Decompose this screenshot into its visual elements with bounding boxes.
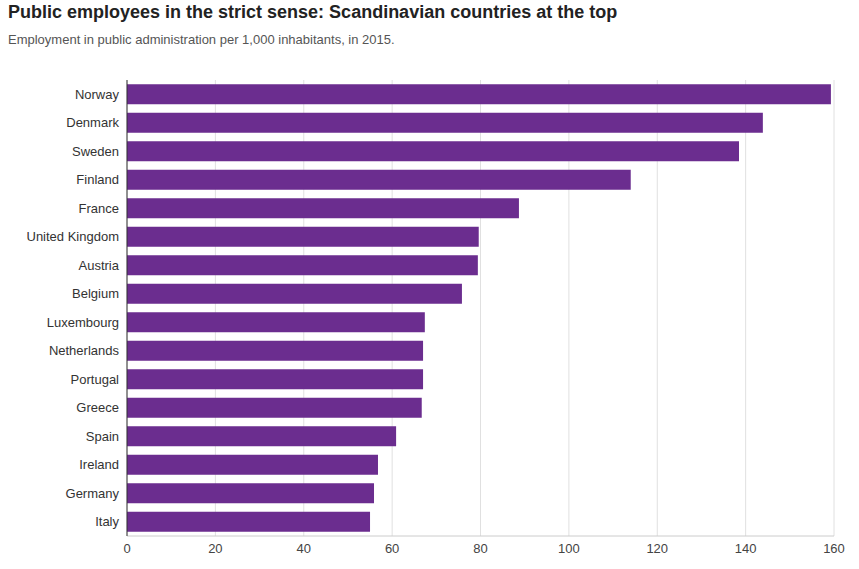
svg-text:Netherlands: Netherlands: [49, 343, 120, 358]
svg-text:Luxembourg: Luxembourg: [47, 315, 119, 330]
svg-text:100: 100: [558, 541, 580, 556]
svg-text:120: 120: [646, 541, 668, 556]
svg-text:Spain: Spain: [86, 429, 119, 444]
svg-text:France: France: [79, 201, 119, 216]
html-text:Public employees in the strict: Public employees in the strict sense: Sc…: [8, 2, 618, 22]
svg-text:Denmark: Denmark: [66, 115, 119, 130]
svg-text:Greece: Greece: [76, 400, 119, 415]
svg-text:Sweden: Sweden: [72, 144, 119, 159]
html-text:Employment in public administr: Employment in public administration per …: [8, 32, 395, 47]
svg-text:20: 20: [208, 541, 222, 556]
svg-text:140: 140: [735, 541, 757, 556]
svg-text:Ireland: Ireland: [79, 457, 119, 472]
svg-text:Norway: Norway: [75, 87, 120, 102]
svg-text:United Kingdom: United Kingdom: [27, 229, 120, 244]
svg-text:Germany: Germany: [66, 486, 120, 501]
svg-text:Austria: Austria: [79, 258, 120, 273]
svg-text:0: 0: [123, 541, 130, 556]
svg-text:Finland: Finland: [76, 172, 119, 187]
svg-text:40: 40: [297, 541, 311, 556]
svg-text:Belgium: Belgium: [72, 286, 119, 301]
svg-text:60: 60: [385, 541, 399, 556]
svg-text:Portugal: Portugal: [71, 372, 120, 387]
svg-text:80: 80: [473, 541, 487, 556]
svg-text:160: 160: [823, 541, 845, 556]
svg-text:Italy: Italy: [95, 514, 119, 529]
